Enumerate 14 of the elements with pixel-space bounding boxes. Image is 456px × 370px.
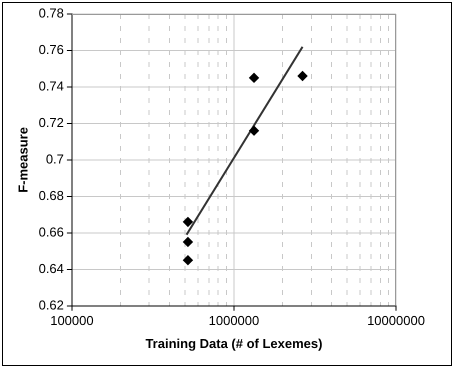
y-tick-label: 0.66 (38, 224, 64, 240)
y-tick-label: 0.74 (38, 78, 64, 94)
x-tick-label: 10000000 (367, 313, 425, 328)
x-axis-title: Training Data (# of Lexemes) (145, 336, 322, 351)
y-tick-label: 0.68 (38, 188, 64, 203)
x-tick-label: 100000 (50, 313, 94, 328)
y-tick-label: 0.76 (38, 42, 64, 58)
y-tick-label: 0.62 (38, 297, 64, 312)
y-tick-label: 0.78 (38, 6, 64, 21)
y-tick-label: 0.7 (46, 151, 64, 166)
y-axis-title: F-measure (15, 127, 30, 193)
x-tick-label: 1000000 (208, 313, 260, 328)
y-tick-label: 0.72 (38, 115, 64, 130)
y-tick-label: 0.64 (38, 260, 64, 276)
